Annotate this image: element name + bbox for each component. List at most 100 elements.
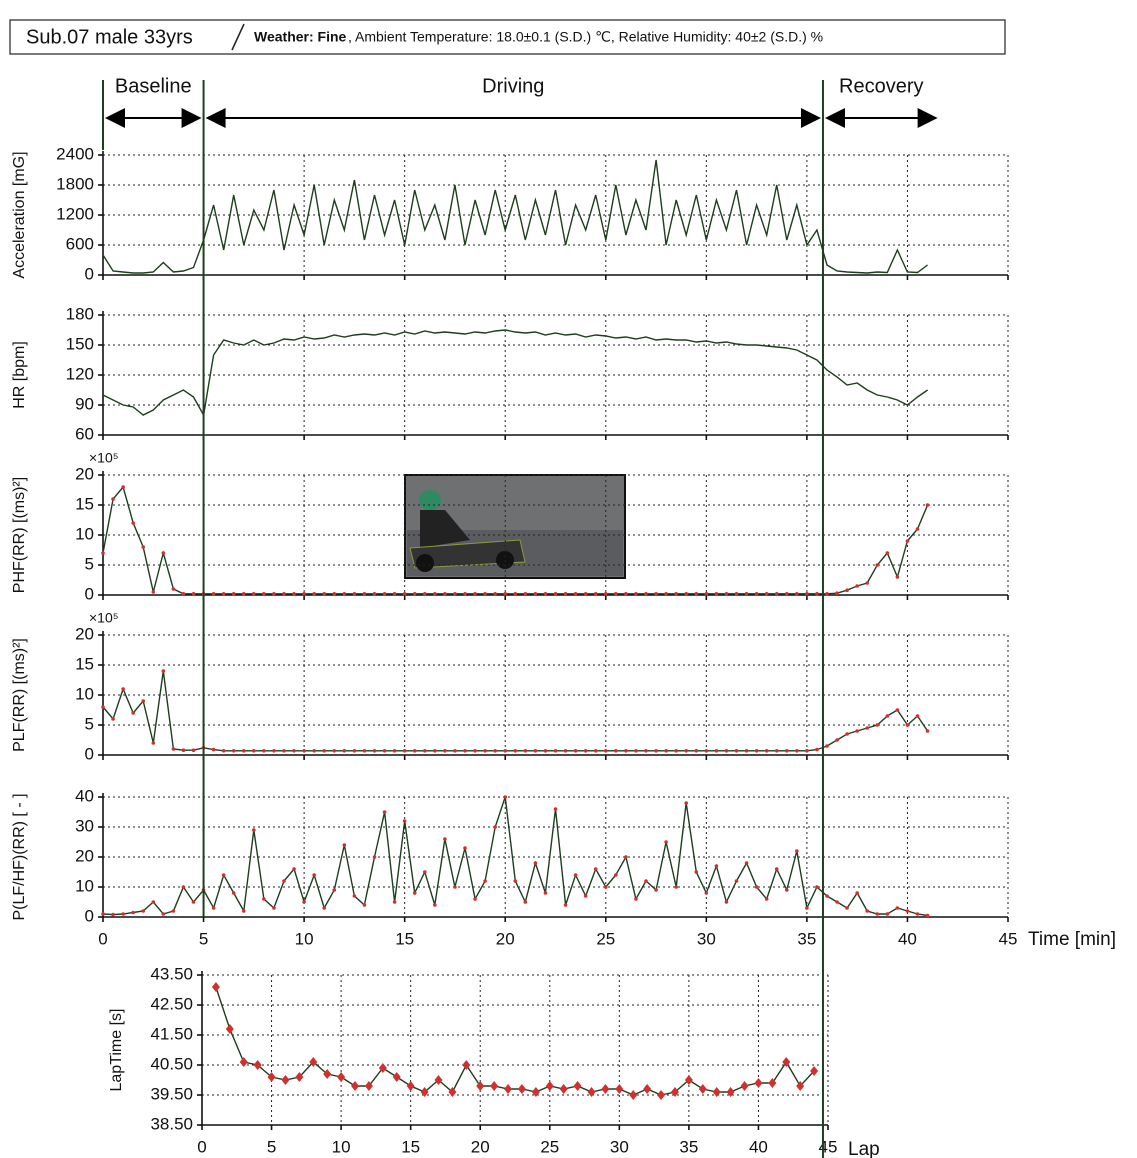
point (634, 897, 638, 901)
point (141, 909, 146, 913)
x-tick-label: 40 (898, 929, 917, 948)
point (694, 870, 699, 874)
point (493, 592, 497, 596)
point (312, 749, 316, 753)
point (463, 592, 467, 596)
point (372, 855, 377, 859)
point (533, 592, 538, 596)
point (295, 1072, 304, 1082)
point (795, 592, 799, 596)
point (211, 982, 220, 992)
point (262, 592, 266, 596)
point (171, 747, 176, 751)
point (211, 747, 216, 752)
point (764, 749, 769, 753)
point (875, 563, 880, 567)
point (654, 592, 658, 596)
point (593, 592, 598, 596)
point (523, 900, 528, 904)
point (815, 747, 819, 752)
point (490, 1081, 499, 1091)
point (412, 891, 417, 895)
point (684, 801, 689, 805)
arrow-head (800, 108, 821, 128)
point (531, 1087, 540, 1097)
point (443, 592, 447, 596)
point (712, 1087, 721, 1097)
point (644, 592, 648, 596)
point (805, 906, 809, 910)
point (664, 592, 668, 596)
point (694, 749, 699, 753)
point (378, 1063, 387, 1073)
point (282, 879, 286, 883)
point (925, 913, 930, 918)
point (573, 592, 578, 596)
point (573, 1081, 582, 1091)
x-tick-label: 5 (267, 1137, 276, 1156)
point (151, 900, 156, 904)
y-tick-label: 20 (75, 624, 94, 643)
point (463, 749, 467, 753)
point (362, 903, 367, 907)
point (905, 909, 910, 913)
point (624, 592, 628, 596)
y-tick-label: 20 (75, 464, 94, 483)
photo (404, 474, 626, 579)
point (614, 749, 618, 753)
point (825, 592, 829, 596)
point (121, 912, 125, 916)
point (895, 906, 900, 910)
point (434, 1075, 443, 1085)
point (422, 592, 427, 596)
x-tick-label: 15 (395, 929, 414, 948)
point (545, 1081, 554, 1091)
arrow-head (917, 108, 938, 128)
point (342, 843, 347, 847)
point (624, 855, 628, 859)
point (654, 888, 658, 892)
point (865, 909, 870, 913)
point (420, 1087, 429, 1097)
point (462, 1060, 471, 1070)
point (402, 749, 407, 753)
point (281, 1075, 290, 1085)
point (744, 749, 749, 753)
point (352, 592, 357, 596)
point (724, 749, 729, 753)
point (583, 749, 588, 753)
point (312, 592, 316, 596)
y-multiplier: ×10⁵ (89, 610, 119, 626)
x-tick-label: 35 (679, 1137, 698, 1156)
point (272, 749, 276, 753)
point (412, 749, 417, 753)
point (795, 749, 799, 753)
point (744, 861, 749, 865)
point (603, 885, 608, 889)
point (476, 1081, 485, 1091)
x-tick-label: 45 (999, 929, 1018, 948)
point (895, 708, 900, 712)
point (101, 912, 105, 916)
point (392, 749, 397, 753)
series-line (102, 670, 929, 752)
point (322, 906, 327, 910)
x-tick-label: 0 (98, 929, 107, 948)
y-tick-label: 60 (75, 424, 94, 443)
point (795, 849, 799, 853)
point (342, 749, 347, 753)
point (282, 749, 286, 753)
point (815, 885, 819, 889)
point (810, 1066, 819, 1076)
y-tick-label: 10 (75, 524, 94, 543)
point (805, 592, 809, 596)
y-tick-label: 600 (66, 234, 94, 253)
point (768, 1078, 777, 1088)
point (734, 592, 739, 596)
point (734, 879, 739, 883)
point (805, 749, 809, 753)
point (422, 749, 427, 753)
point (362, 592, 367, 596)
point (161, 912, 166, 916)
